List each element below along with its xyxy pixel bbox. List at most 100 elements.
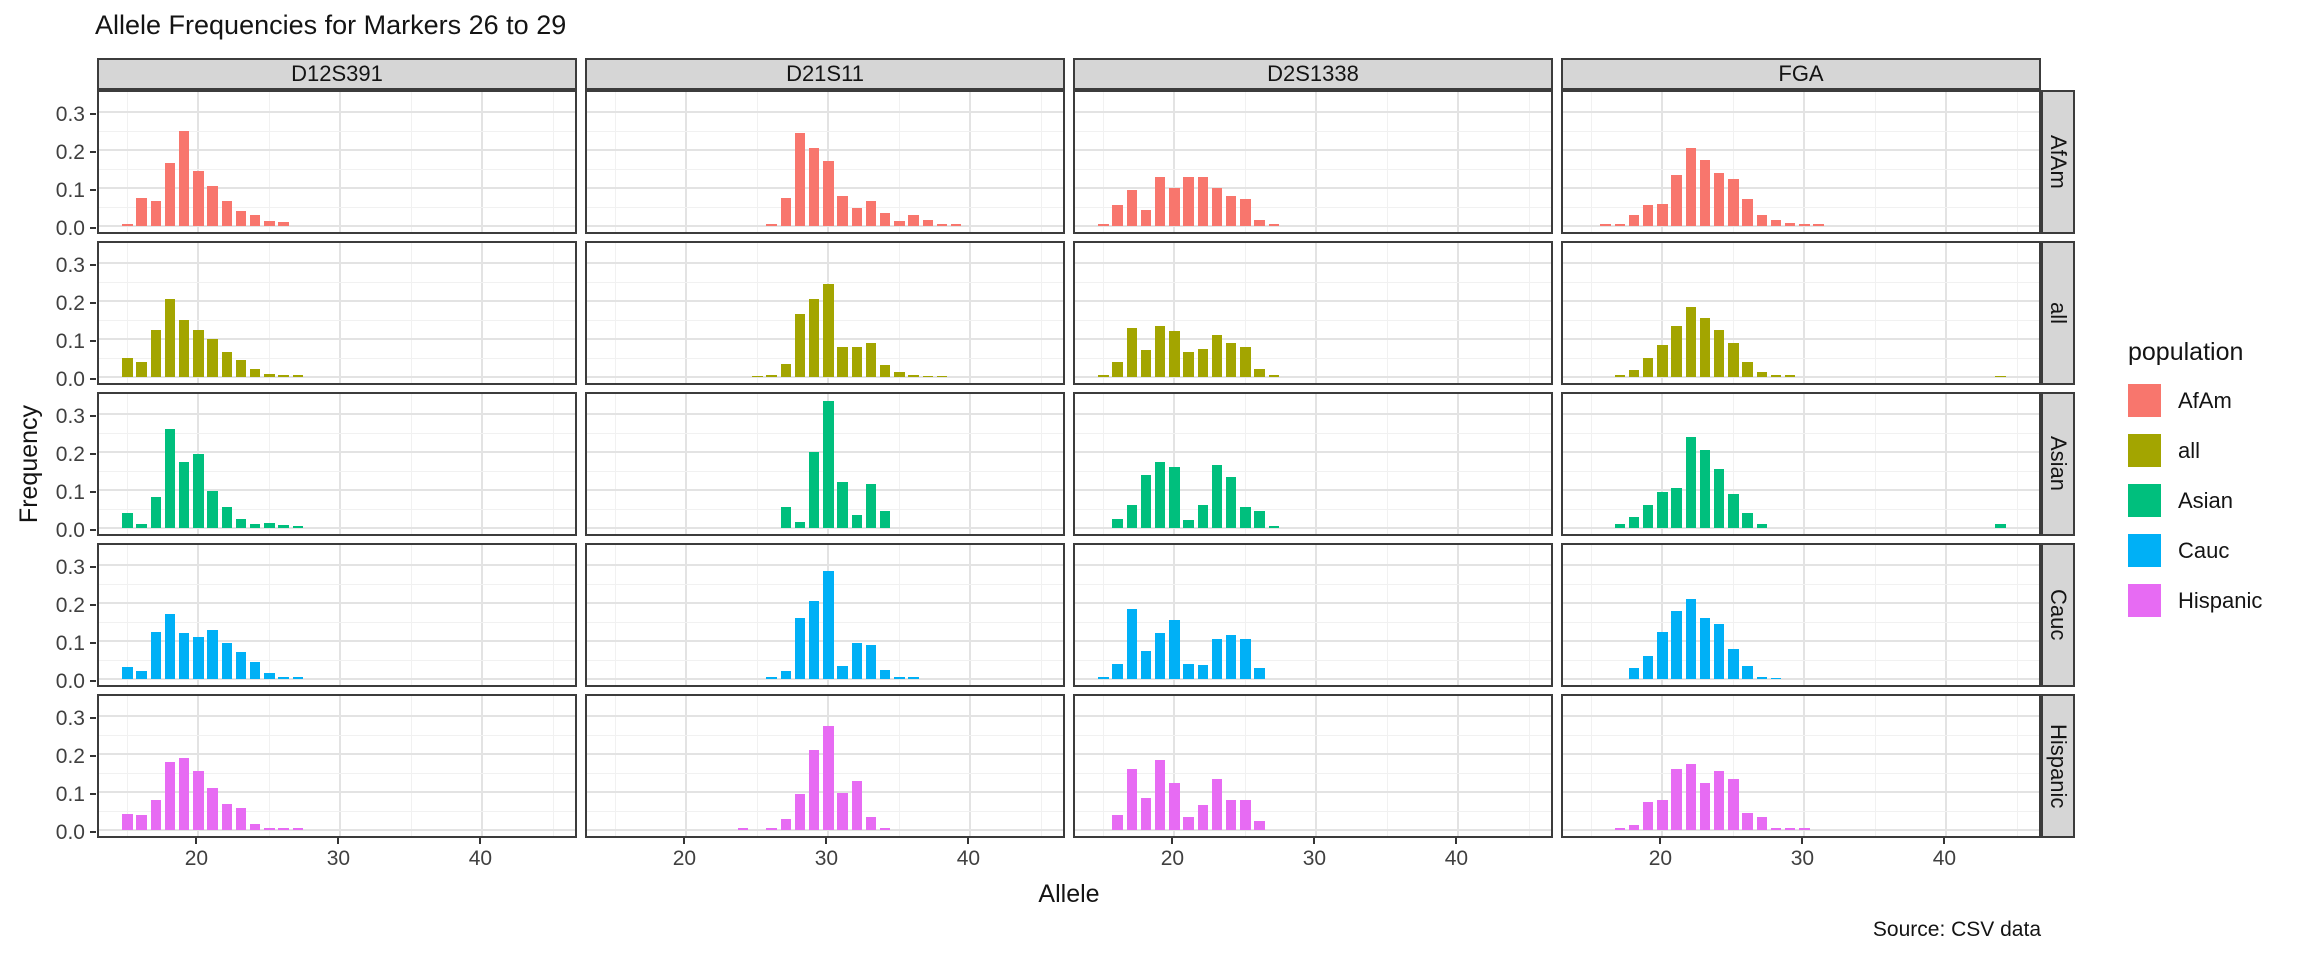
facet-row-strip-afam: AfAm [2041,90,2075,234]
gridline [1244,243,1246,383]
facet-column-strip-d2s1338: D2S1338 [1073,58,1553,90]
legend-item-all: all [2128,434,2262,467]
gridline [1075,678,1551,680]
axis-tick [90,189,96,191]
gridline [1075,149,1551,151]
axis-tick [90,604,96,606]
legend-label: Hispanic [2178,587,2263,613]
bar [1770,219,1782,226]
panel-d12s391-all [97,241,577,385]
gridline [1803,243,1806,383]
bar [292,375,304,377]
gridline [1563,715,2039,717]
gridline [1563,206,2039,208]
facet-row-strip-hispanic: Hispanic [2041,694,2075,838]
axis-tick [1313,838,1316,844]
gridline [1563,281,2039,283]
bar [1169,188,1180,226]
bar [766,375,777,377]
gridline [1590,545,1592,685]
gridline [898,696,900,836]
gridline [2016,545,2018,685]
axis-tick [90,227,96,229]
bar [879,828,891,830]
gridline [99,451,575,453]
gridline [1075,262,1551,264]
bar [178,757,190,830]
facet-column-strip-d21s11: D21S11 [585,58,1065,90]
bar [780,670,792,679]
bar [1756,372,1768,377]
gridline [99,357,575,359]
gridline [1075,734,1551,736]
bar [1628,516,1640,528]
x-axis-tick-label: 30 [1302,847,1327,870]
gridline [99,281,575,283]
bar [1770,828,1782,830]
bar [1995,524,2006,528]
panel-d12s391-afam [97,90,577,234]
gridline [1040,92,1042,232]
bar [221,804,233,830]
bar [1600,224,1611,226]
gridline [1315,92,1318,232]
bar [1126,189,1138,226]
bar [1169,331,1180,377]
bar [1699,618,1711,679]
bar [278,524,289,528]
gridline [1528,696,1530,836]
gridline [1075,489,1551,491]
gridline [1563,187,2039,189]
bar [908,214,919,226]
bar [264,523,275,528]
bar [1657,799,1668,830]
legend-swatch [2128,484,2161,517]
axis-tick [90,755,96,757]
bar [780,819,792,830]
bar [1169,620,1180,679]
bar [1240,507,1251,528]
gridline [898,394,900,534]
bar [1126,608,1138,679]
panel-d21s11-afam [585,90,1065,234]
y-axis-tick-label: 0.2 [55,443,85,466]
gridline [1661,92,1664,232]
gridline [1075,772,1551,774]
gridline [99,413,575,415]
bar [1240,346,1251,377]
panel-d21s11-cauc [585,543,1065,687]
gridline [268,696,270,836]
bar [794,314,806,377]
gridline [1732,696,1734,836]
panel-fga-hispanic [1561,694,2041,838]
axis-tick [967,838,970,844]
gridline [1803,696,1806,836]
bar [1140,797,1152,830]
gridline [99,168,575,170]
gridline [685,696,688,836]
bar [1728,178,1739,226]
gridline [587,130,1063,132]
gridline [1075,583,1551,585]
gridline [1732,394,1734,534]
bar [908,677,919,679]
axis-tick [90,529,96,531]
gridline [99,791,575,793]
gridline [1528,92,1530,232]
bar [1770,677,1782,679]
bar [150,329,162,377]
gridline [99,470,575,472]
y-axis-tick-label: 0.3 [55,707,85,730]
legend-item-hispanic: Hispanic [2128,584,2262,617]
x-axis-tick-label: 30 [814,847,839,870]
bar [1225,799,1237,830]
bar [249,214,261,226]
y-axis-tick-label: 0.2 [55,745,85,768]
gridline [1563,357,2039,359]
gridline [99,810,575,812]
bar [1628,370,1640,377]
gridline [1563,621,2039,623]
legend-label: all [2178,437,2201,463]
bar [136,197,147,226]
bar [1140,350,1152,377]
